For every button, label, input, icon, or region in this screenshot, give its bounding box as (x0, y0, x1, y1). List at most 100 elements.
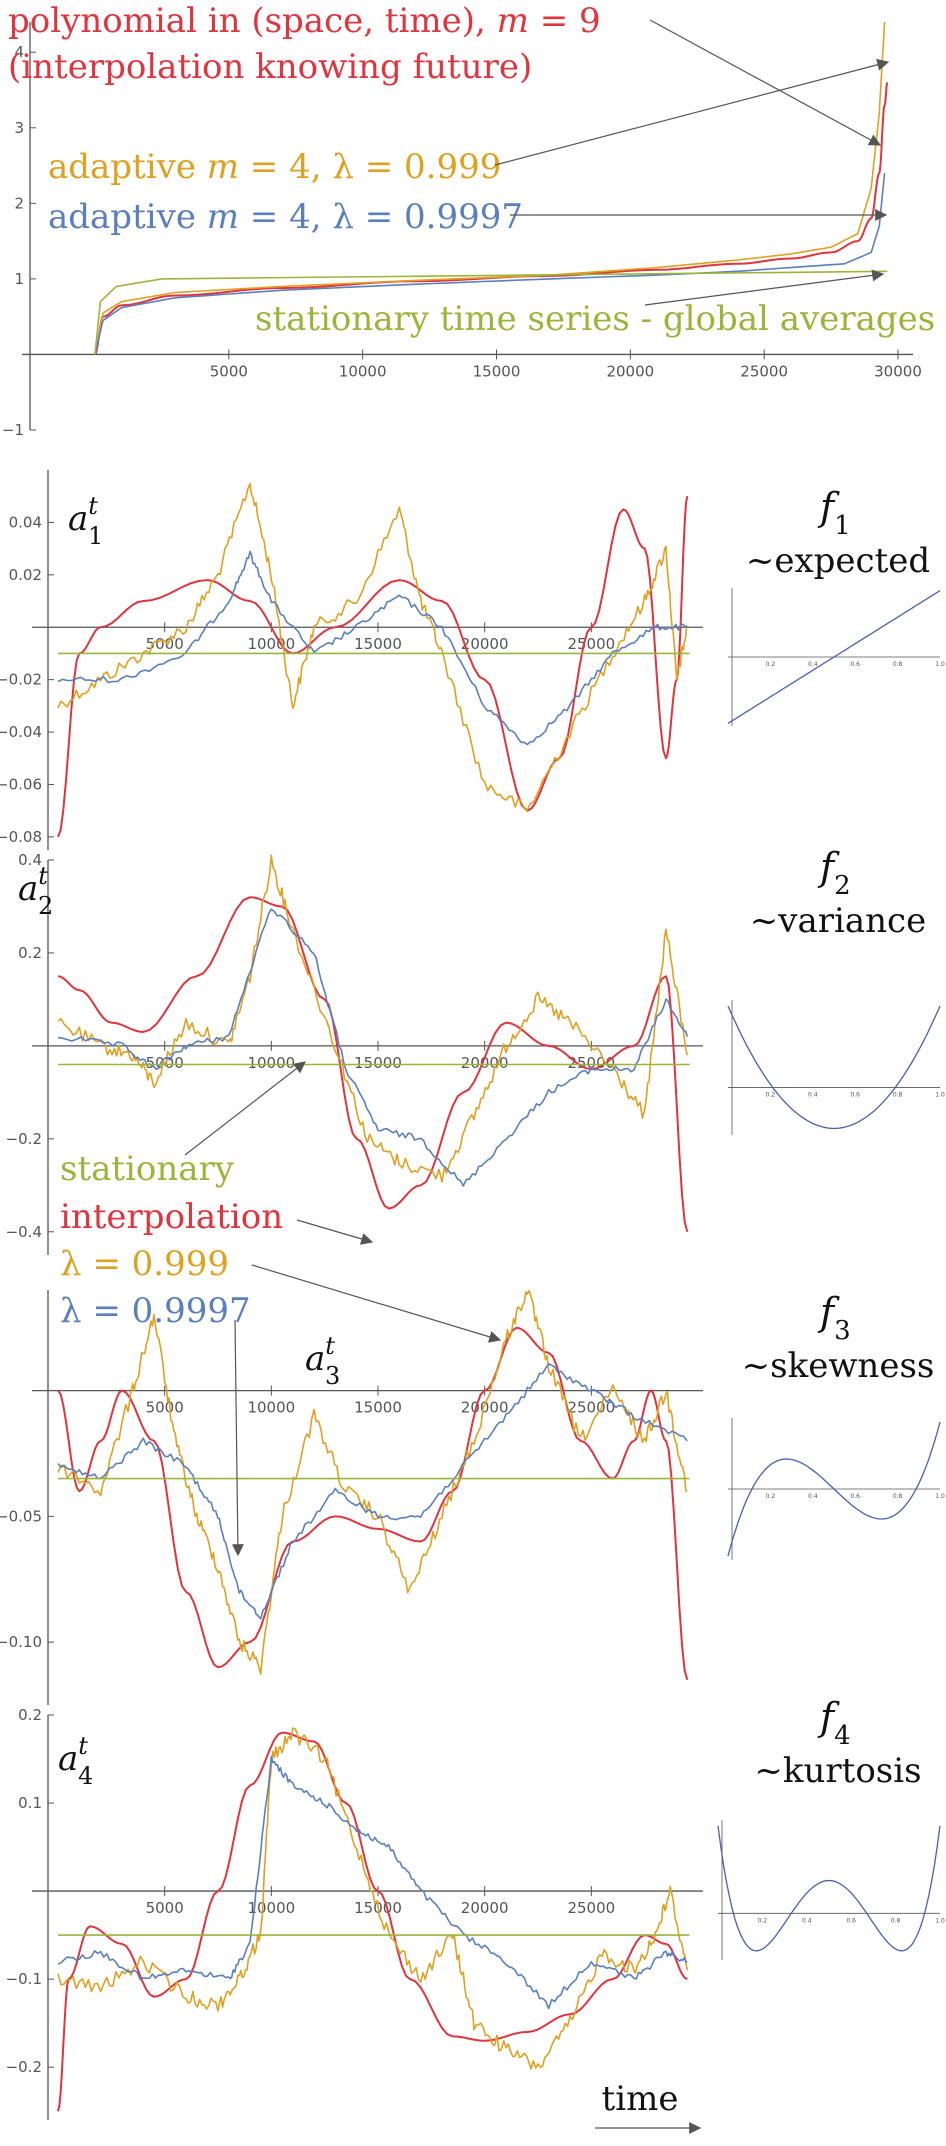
coef-sup: t (38, 862, 48, 890)
inset-tick-label: 0.4 (808, 1493, 818, 1500)
inset-tick-label: 1.0 (935, 1917, 945, 1924)
series-line-blue (94, 173, 886, 355)
y-tick-label: −0.2 (6, 1130, 42, 1148)
coef-letter: a (58, 1739, 78, 1779)
inset-tick-label: 0.4 (808, 661, 818, 668)
annotation-adaptive-0999-part: = 4, λ = 0.999 (239, 147, 501, 187)
y-tick-label: −0.08 (0, 828, 42, 846)
coef-sub: 2 (38, 892, 53, 920)
arrow-lambda-09997 (231, 1319, 244, 1557)
coef-sup: t (325, 1332, 335, 1360)
inset-tick-label: 0.6 (850, 661, 860, 668)
x-tick-label: 15000 (354, 1054, 402, 1072)
coef-sup: t (88, 492, 98, 520)
annotation-lambda-0999: λ = 0.999 (60, 1244, 229, 1284)
coef-sup: t (78, 1732, 88, 1760)
x-tick-label: 20000 (606, 362, 654, 380)
basis-curve-4 (717, 1825, 941, 1952)
inset-tick-label: 0.6 (850, 1092, 860, 1099)
series-line-orange (57, 854, 689, 1183)
coefficient-label-2: at 2 (18, 862, 53, 920)
y-tick-label: −0.04 (0, 723, 42, 741)
series-line-red (57, 496, 689, 838)
x-tick-label: 15000 (354, 635, 402, 653)
y-tick-label: 3 (14, 119, 24, 137)
arrow-interpolation-2 (296, 1219, 374, 1245)
series-line-red (94, 82, 889, 355)
x-tick-label: 5000 (146, 635, 184, 653)
arrow-adaptive-0999 (494, 58, 890, 166)
inset-tick-label: 0.2 (766, 1493, 776, 1500)
x-tick-label: 20000 (461, 1899, 509, 1917)
basis-label-2: f2 (817, 845, 851, 901)
coef-letter: a (18, 869, 38, 909)
basis-sub: 3 (834, 1316, 851, 1346)
inset-tick-label: 0.8 (891, 1917, 901, 1924)
y-tick-label: 0.02 (9, 566, 42, 584)
y-tick-label: 1 (14, 270, 24, 288)
inset-tick-label: 0.8 (893, 1092, 903, 1099)
x-tick-label: 10000 (247, 635, 295, 653)
annotation-interpolation-2: interpolation (60, 1197, 283, 1237)
annotation-adaptive-09997-part: adaptive (48, 197, 207, 237)
y-tick-label: −0.2 (6, 2058, 42, 2076)
annotation-polynomial-part: polynomial in (space, time), (8, 1, 497, 41)
coefficient-label-3: at 3 (305, 1332, 340, 1390)
y-tick-label: 0.1 (18, 1794, 42, 1812)
y-tick-label: 2 (14, 194, 24, 212)
annotation-lambda-09997: λ = 0.9997 (60, 1291, 251, 1331)
inset-tick-label: 0.8 (893, 1493, 903, 1500)
series-line-orange (57, 1289, 688, 1675)
basis-curve-2 (727, 1005, 941, 1130)
x-tick-label: 5000 (146, 1899, 184, 1917)
arrow-stationary (644, 269, 885, 306)
basis-sub: 2 (834, 871, 851, 901)
arrow-polynomial (649, 19, 882, 146)
coef-letter: a (68, 499, 88, 539)
annotation-stationary-global: stationary time series - global averages (255, 299, 935, 339)
series-line-blue (57, 1755, 688, 2010)
coef-sub: 3 (325, 1362, 340, 1390)
annotation-adaptive-0999-part: adaptive (48, 147, 207, 187)
y-tick-label: −0.02 (0, 671, 42, 689)
series-line-red (57, 1326, 689, 1681)
inset-tick-label: 1.0 (935, 1092, 945, 1099)
basis-desc-1: ~expected (746, 541, 930, 581)
y-tick-label: 0.4 (18, 851, 42, 869)
basis-desc-4: ~kurtosis (754, 1751, 921, 1791)
annotation-polynomial-part: = 9 (529, 1, 601, 41)
x-tick-label: 20000 (461, 1399, 509, 1417)
series-line-orange (94, 21, 886, 355)
annotation-adaptive-09997-part: = 4, λ = 0.9997 (239, 197, 523, 237)
x-tick-label: 10000 (247, 1399, 295, 1417)
x-tick-label: 20000 (461, 635, 509, 653)
x-tick-label: 5000 (146, 1399, 184, 1417)
x-tick-label: 25000 (567, 1899, 615, 1917)
annotation-polynomial: polynomial in (space, time), m = 9 (8, 1, 601, 41)
x-tick-label: 25000 (567, 635, 615, 653)
coefficient-label-4: at 4 (58, 1732, 93, 1790)
series-line-red (57, 896, 689, 1233)
basis-label-1: f1 (817, 485, 851, 541)
inset-tick-label: 0.2 (766, 1092, 776, 1099)
series-line-blue (57, 908, 689, 1187)
x-tick-label: 10000 (339, 362, 387, 380)
x-tick-label: 15000 (473, 362, 521, 380)
y-tick-label: 0.2 (18, 944, 42, 962)
series-line-blue (57, 1363, 688, 1620)
inset-tick-label: 0.4 (808, 1092, 818, 1099)
x-tick-label: 30000 (874, 362, 922, 380)
y-tick-label: −1 (2, 421, 24, 439)
time-label: time (602, 2079, 679, 2119)
y-tick-label: −0.4 (6, 1223, 42, 1241)
coef-sub: 1 (88, 522, 103, 550)
series-line-orange (57, 1727, 689, 2070)
series-line-orange (57, 482, 689, 811)
inset-tick-label: 0.2 (766, 661, 776, 668)
annotation-interpolation-2-part: interpolation (60, 1197, 283, 1237)
basis-curve-3 (727, 1421, 941, 1557)
annotation-lambda-09997-part: λ = 0.9997 (60, 1291, 251, 1331)
annotation-interpolation-part: (interpolation knowing future) (8, 47, 532, 87)
basis-curve-1 (727, 590, 941, 724)
